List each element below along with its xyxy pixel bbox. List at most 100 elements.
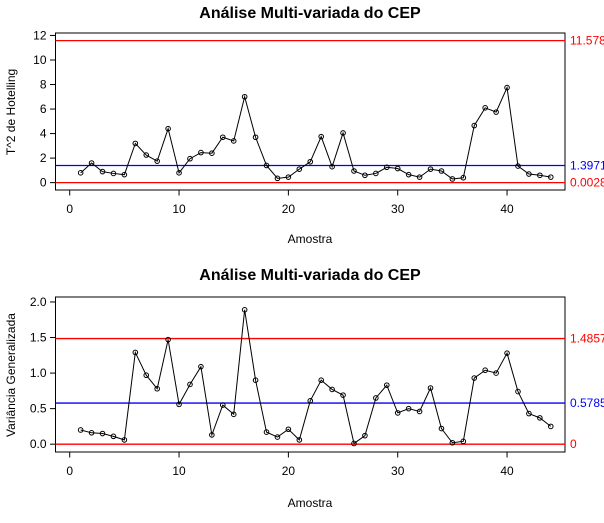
- x-tick-label: 40: [500, 464, 514, 478]
- data-point: [427, 166, 434, 172]
- data-point: [274, 434, 281, 440]
- data-point: [427, 385, 434, 391]
- data-point: [416, 174, 423, 180]
- data-point: [187, 155, 193, 162]
- data-point: [515, 163, 521, 169]
- data-point: [493, 109, 499, 115]
- data-point: [165, 125, 171, 132]
- x-tick-label: 10: [172, 202, 186, 216]
- data-point: [241, 306, 248, 313]
- data-point: [340, 392, 346, 398]
- data-point: [198, 363, 204, 370]
- y-tick-label: 1.5: [30, 331, 47, 345]
- data-point: [77, 427, 84, 433]
- data-point: [285, 174, 292, 180]
- y-tick-label: 6: [40, 102, 47, 116]
- hotelling-t2-chart: 11.578 1.3971 0.0028 0 10 20 30 40 0 2 4 6 8 10 12 Aná…: [4, 5, 604, 246]
- data-point: [198, 149, 204, 156]
- data-point: [296, 166, 303, 172]
- y-tick-label: 8: [40, 78, 47, 92]
- data-point: [351, 168, 357, 174]
- data-point: [471, 122, 478, 129]
- data-point: [77, 170, 84, 176]
- x-tick-label: 20: [282, 202, 296, 216]
- y-axis-label: Variância Generalizada: [4, 313, 18, 437]
- data-point: [373, 170, 379, 177]
- data-point: [219, 134, 226, 141]
- data-point: [318, 133, 324, 140]
- data-point: [460, 174, 467, 181]
- data-point: [132, 349, 139, 356]
- data-point: [394, 165, 401, 172]
- data-point: [383, 382, 390, 388]
- x-tick-label: 10: [172, 464, 186, 478]
- plot-box: [55, 296, 566, 453]
- x-axis-label: Amostra: [287, 232, 333, 246]
- y-tick-label: 0.0: [30, 437, 47, 451]
- data-point: [165, 336, 171, 343]
- data-point: [482, 105, 488, 111]
- data-point: [449, 176, 456, 182]
- data-point: [405, 171, 412, 178]
- data-point: [252, 134, 259, 141]
- data-point: [143, 372, 150, 379]
- y-tick-label: 2: [40, 151, 47, 165]
- data-point: [362, 432, 368, 439]
- data-point: [351, 440, 357, 447]
- data-point: [537, 415, 543, 421]
- data-point: [416, 408, 423, 415]
- x-tick-label: 30: [391, 202, 405, 216]
- data-point: [154, 158, 160, 164]
- data-point: [88, 430, 95, 436]
- y-axis-label: T^2 de Hotelling: [4, 68, 18, 156]
- data-point: [307, 398, 314, 404]
- hotelling-t2-plot-svg: 11.578 1.3971 0.0028 0 10 20 30 40 0 2 4 6 8 10 12: [33, 28, 604, 216]
- control-limit-label-ucl: 1.4857: [570, 332, 604, 346]
- data-point: [307, 158, 314, 165]
- data-point: [99, 430, 106, 437]
- data-point: [471, 375, 478, 381]
- data-point: [209, 432, 215, 438]
- data-point: [362, 172, 368, 179]
- data-point: [230, 411, 237, 418]
- x-tick-label: 30: [391, 464, 405, 478]
- data-point: [187, 381, 193, 388]
- data-point: [176, 401, 182, 408]
- data-point: [132, 140, 139, 147]
- data-point: [121, 437, 128, 443]
- x-tick-label: 40: [500, 202, 514, 216]
- y-tick-label: 0: [40, 176, 47, 190]
- data-point: [504, 350, 510, 356]
- data-point: [547, 423, 554, 430]
- control-limit-label-cl: 0.5785: [570, 396, 604, 410]
- data-point: [219, 402, 226, 408]
- data-point: [252, 377, 259, 383]
- data-line: [80, 309, 552, 445]
- data-point: [274, 175, 281, 182]
- control-limit-label-cl: 1.3971: [570, 159, 604, 173]
- chart-title: Análise Multi-variada do CEP: [199, 5, 421, 22]
- data-point: [99, 168, 106, 175]
- data-point: [143, 152, 150, 158]
- x-axis-label: Amostra: [287, 496, 333, 510]
- data-point: [263, 162, 270, 169]
- data-point: [154, 385, 160, 392]
- data-point: [383, 164, 390, 171]
- data-point: [394, 410, 401, 416]
- data-point: [515, 388, 521, 395]
- y-tick-label: 12: [33, 28, 47, 42]
- data-point: [405, 405, 412, 412]
- x-tick-label: 0: [66, 464, 73, 478]
- y-tick-label: 10: [33, 53, 47, 67]
- data-point: [285, 426, 292, 433]
- data-point: [373, 395, 379, 401]
- control-limit-label-lcl: 0.0028: [570, 176, 604, 190]
- data-point: [176, 170, 182, 176]
- data-point: [263, 429, 270, 435]
- data-point: [329, 386, 335, 393]
- data-point: [340, 130, 346, 136]
- data-point: [526, 171, 532, 177]
- y-tick-label: 0.5: [30, 402, 47, 416]
- data-line: [80, 85, 551, 180]
